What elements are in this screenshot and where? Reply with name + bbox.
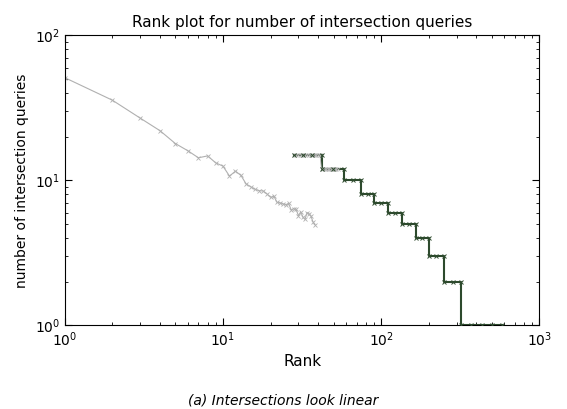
Y-axis label: number of intersection queries: number of intersection queries xyxy=(15,73,29,288)
X-axis label: Rank: Rank xyxy=(283,355,321,369)
Text: (a) Intersections look linear: (a) Intersections look linear xyxy=(188,394,379,408)
Title: Rank plot for number of intersection queries: Rank plot for number of intersection que… xyxy=(132,15,472,30)
